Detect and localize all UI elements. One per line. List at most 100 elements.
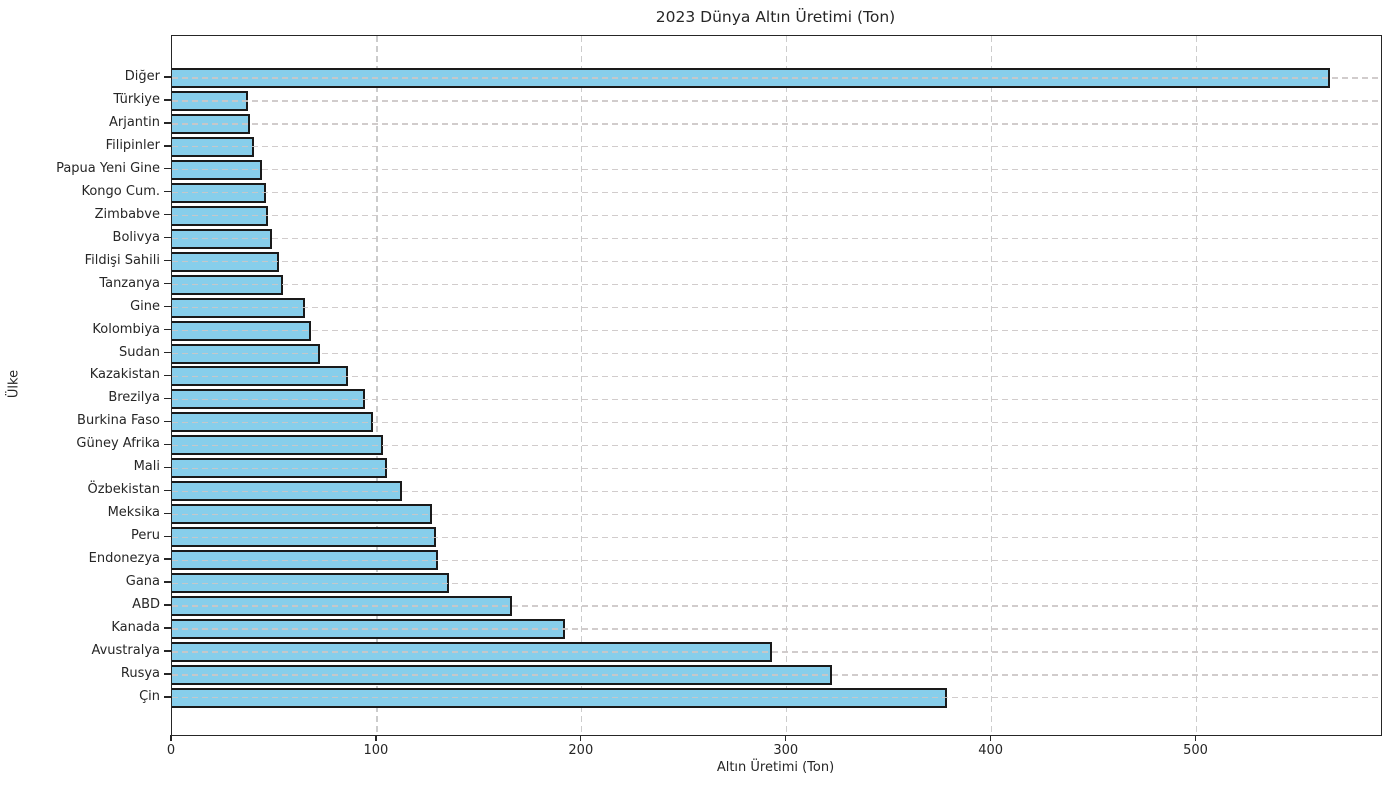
y-tick-label-gana: Gana xyxy=(125,574,160,590)
bar-filipinler xyxy=(172,136,254,157)
y-tick-label-arjantin: Arjantin xyxy=(108,114,160,130)
y-tick-mark xyxy=(164,145,171,147)
bar-kolombiya xyxy=(172,320,312,341)
y-tick-mark xyxy=(164,696,171,698)
y-tick-mark xyxy=(164,237,171,239)
y-tick-label-mali: Mali xyxy=(133,459,160,475)
bar-bolivya xyxy=(172,228,273,249)
y-gridline xyxy=(172,306,1381,309)
y-tick-label-t-rkiye: Türkiye xyxy=(113,91,160,107)
y-gridline xyxy=(172,329,1381,332)
y-tick-label--zbekistan: Özbekistan xyxy=(87,482,160,498)
y-tick-mark xyxy=(164,558,171,560)
x-tick-mark-100 xyxy=(375,735,377,742)
y-tick-mark xyxy=(164,627,171,629)
y-tick-label-avustralya: Avustralya xyxy=(91,642,160,658)
x-tick-label-100: 100 xyxy=(363,743,389,758)
bar-papua-yeni-gine xyxy=(172,159,263,180)
x-gridline-400 xyxy=(991,36,993,735)
x-gridline-500 xyxy=(1195,36,1198,735)
y-tick-label-g-ney-afrika: Güney Afrika xyxy=(76,436,160,452)
y-tick-mark xyxy=(164,512,171,514)
bar-mali xyxy=(172,458,388,479)
y-tick-label-meksika: Meksika xyxy=(107,505,160,521)
y-tick-mark xyxy=(164,673,171,675)
bar-g-ney-afrika xyxy=(172,435,384,456)
bar--zbekistan xyxy=(172,481,402,502)
y-tick-mark xyxy=(164,466,171,468)
y-tick-label-papua-yeni-gine: Papua Yeni Gine xyxy=(56,160,160,176)
y-gridline xyxy=(172,169,1381,171)
y-gridline xyxy=(172,238,1381,240)
y-gridline xyxy=(172,352,1381,355)
y-tick-label-burkina-faso: Burkina Faso xyxy=(77,413,160,429)
y-tick-mark xyxy=(164,489,171,491)
y-tick-label-brezilya: Brezilya xyxy=(108,390,160,406)
bar-brezilya xyxy=(172,389,365,410)
bar--in xyxy=(172,687,947,708)
y-tick-label--in: Çin xyxy=(139,688,160,704)
bar-avustralya xyxy=(172,641,773,662)
x-tick-mark-300 xyxy=(785,735,787,742)
y-tick-mark xyxy=(164,581,171,583)
y-gridline xyxy=(172,375,1381,378)
bar-sudan xyxy=(172,343,320,364)
y-tick-label-fildi-i-sahili: Fildişi Sahili xyxy=(84,252,160,268)
x-tick-label-300: 300 xyxy=(773,743,799,758)
y-tick-label-endonezya: Endonezya xyxy=(88,551,160,567)
y-tick-label-kolombiya: Kolombiya xyxy=(92,321,160,337)
x-tick-mark-400 xyxy=(990,735,992,742)
y-tick-mark xyxy=(164,305,171,308)
bar-gana xyxy=(172,573,449,594)
bar-meksika xyxy=(172,504,433,525)
x-gridline-300 xyxy=(786,36,788,735)
y-tick-label-bolivya: Bolivya xyxy=(112,229,160,245)
x-tick-label-500: 500 xyxy=(1183,743,1208,758)
y-gridline xyxy=(172,261,1381,263)
bar-endonezya xyxy=(172,550,439,571)
y-tick-label-rusya: Rusya xyxy=(120,665,160,681)
x-tick-label-400: 400 xyxy=(978,743,1004,758)
bar-burkina-faso xyxy=(172,412,373,433)
y-tick-label-gine: Gine xyxy=(130,298,160,314)
y-tick-mark xyxy=(164,122,171,124)
y-tick-mark xyxy=(164,260,171,262)
bar-kongo-cum- xyxy=(172,182,267,203)
y-tick-mark xyxy=(164,374,171,377)
y-tick-label-sudan: Sudan xyxy=(119,344,160,360)
y-tick-label-peru: Peru xyxy=(131,528,160,544)
y-gridline xyxy=(172,284,1381,286)
y-tick-mark xyxy=(164,328,171,331)
y-tick-mark xyxy=(164,214,171,216)
y-gridline xyxy=(172,146,1381,148)
chart-title: 2023 Dünya Altın Üretimi (Ton) xyxy=(655,8,896,26)
y-gridline xyxy=(172,123,1381,125)
y-tick-label-abd: ABD xyxy=(132,597,160,613)
bar-rusya xyxy=(172,664,832,685)
x-tick-label-200: 200 xyxy=(568,743,594,758)
x-gridline-100 xyxy=(376,36,378,735)
y-tick-mark xyxy=(164,282,171,285)
bar-di-er xyxy=(172,68,1330,88)
y-tick-label-zimbabve: Zimbabve xyxy=(94,206,160,222)
y-tick-mark xyxy=(164,535,171,537)
y-tick-mark xyxy=(164,351,171,354)
y-tick-label-tanzanya: Tanzanya xyxy=(99,275,160,291)
x-tick-mark-200 xyxy=(580,735,582,742)
bar-zimbabve xyxy=(172,205,269,226)
y-gridline xyxy=(172,215,1381,217)
bar-fildi-i-sahili xyxy=(172,251,279,272)
y-tick-label-kongo-cum-: Kongo Cum. xyxy=(81,183,160,199)
bar-arjantin xyxy=(172,113,250,134)
y-tick-label-filipinler: Filipinler xyxy=(105,137,160,153)
bar-abd xyxy=(172,596,513,617)
y-tick-mark xyxy=(164,76,171,78)
x-tick-mark-500 xyxy=(1194,735,1197,742)
y-tick-label-kazakistan: Kazakistan xyxy=(89,367,160,383)
y-tick-mark xyxy=(164,650,171,652)
y-tick-mark xyxy=(164,604,171,606)
y-gridline xyxy=(172,192,1381,194)
y-tick-mark xyxy=(164,99,171,101)
y-gridline xyxy=(172,100,1381,102)
